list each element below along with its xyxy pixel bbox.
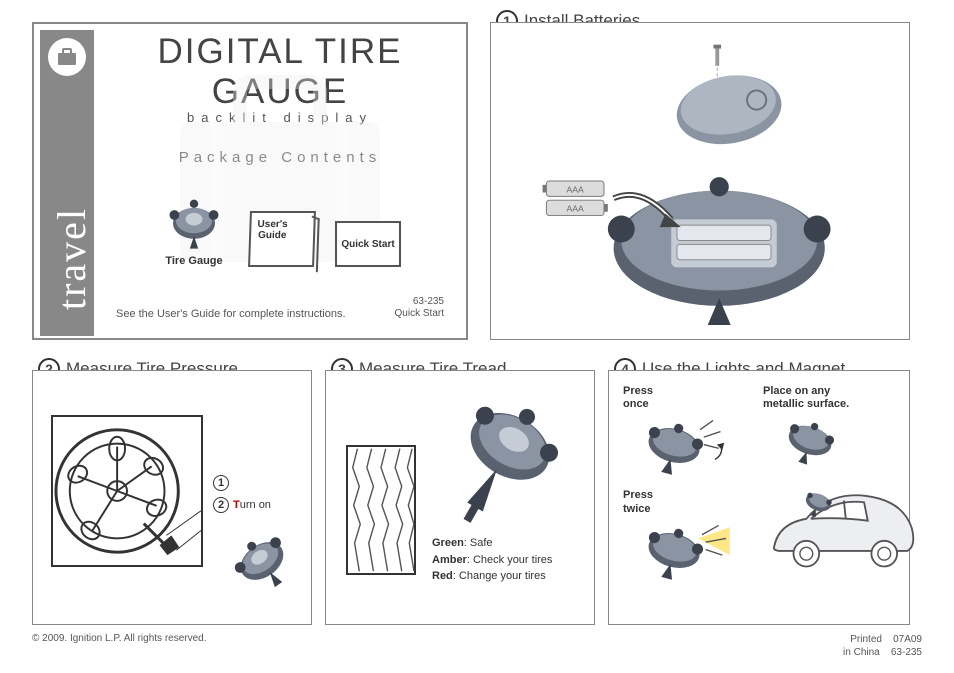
press-once-illustration — [623, 413, 753, 478]
hero-footer-note: See the User's Guide for complete instru… — [116, 308, 346, 320]
turn-on-label: Turn on — [233, 499, 271, 511]
hero-part-code: 63-235 — [395, 296, 444, 308]
panel-lights-magnet: Press once Press twice — [608, 370, 910, 625]
place-metallic-label: Place on any metallic surface. — [763, 385, 913, 411]
magnet-small-illustration — [763, 413, 903, 468]
car-illustration — [763, 473, 923, 583]
panel-measure-tread: Green: Safe Amber: Check your tires Red:… — [325, 370, 595, 625]
wheel-diagram — [51, 415, 203, 567]
press-twice-illustration — [623, 518, 753, 583]
pkg-tire-gauge-label: Tire Gauge — [159, 255, 229, 267]
battery-install-illustration: AAA AAA — [505, 37, 895, 325]
travel-tab: travel — [40, 30, 94, 336]
svg-text:AAA: AAA — [567, 185, 585, 195]
copyright: © 2009. Ignition L.P. All rights reserve… — [32, 633, 207, 659]
printed-label: Printed — [850, 634, 882, 645]
legend-green: Green — [432, 537, 464, 549]
legend-red: Red — [432, 570, 453, 582]
pkg-users-guide: User's Guide — [249, 211, 315, 267]
gauge-tread-illustration — [430, 385, 580, 545]
hero-panel: travel DIGITAL TIRE GAUGE backlit displa… — [32, 22, 468, 340]
svg-text:AAA: AAA — [567, 204, 585, 214]
panel-measure-pressure: 1 2 Turn on — [32, 370, 312, 625]
callout-1: 1 — [213, 475, 229, 491]
legend-amber: Amber — [432, 554, 467, 566]
step2-callouts: 1 2 Turn on — [213, 475, 271, 519]
gauge-small-illustration — [217, 525, 307, 597]
travel-word: travel — [48, 80, 95, 310]
panel-install-batteries: AAA AAA — [490, 22, 910, 340]
tread-legend: Green: Safe Amber: Check your tires Red:… — [432, 535, 552, 585]
press-once-label: Press once — [623, 385, 753, 411]
hero-doc-type: Quick Start — [395, 308, 444, 320]
tire-gauge-illustration — [159, 192, 229, 252]
tread-pattern — [346, 445, 416, 575]
quick-start-label: Quick Start — [341, 239, 394, 250]
callout-2: 2 — [213, 497, 229, 513]
pkg-quick-start: Quick Start — [335, 221, 401, 267]
hero-footer: See the User's Guide for complete instru… — [116, 296, 444, 320]
users-guide-label: User's Guide — [257, 219, 288, 241]
part-code: 63-235 — [891, 647, 922, 658]
page-footer: © 2009. Ignition L.P. All rights reserve… — [32, 633, 922, 659]
in-china-label: in China — [843, 647, 880, 658]
press-twice-label: Press twice — [623, 489, 753, 515]
date-code: 07A09 — [893, 634, 922, 645]
package-items: Tire Gauge User's Guide Quick Start — [104, 192, 456, 267]
pkg-tire-gauge: Tire Gauge — [159, 192, 229, 267]
suitcase-icon — [48, 38, 86, 76]
